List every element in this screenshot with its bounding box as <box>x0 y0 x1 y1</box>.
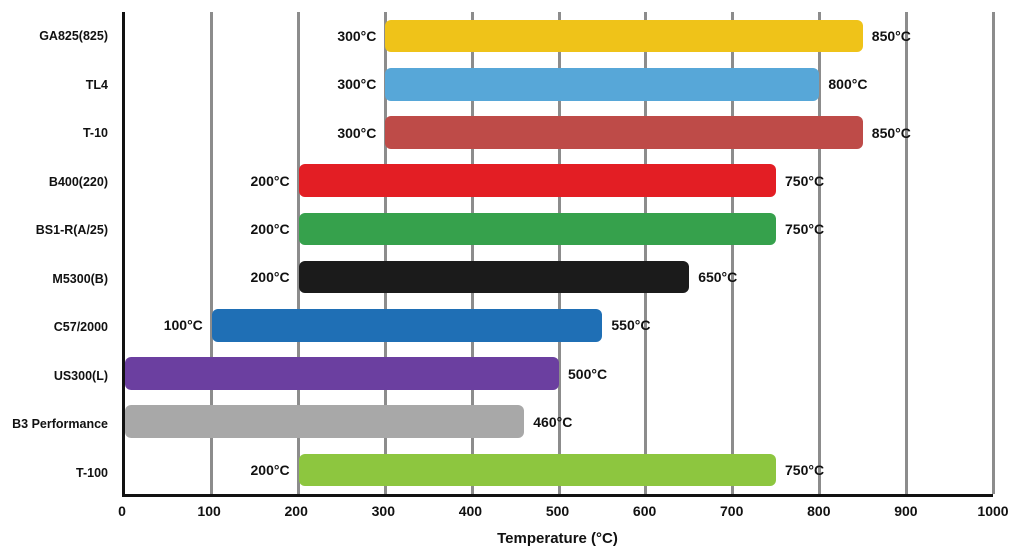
bar-end-label: 460°C <box>533 413 573 430</box>
bar-end-label: 850°C <box>871 124 911 141</box>
gridline <box>383 12 387 494</box>
plot-area: 300°C 850°C 300°C 800°C 300°C 850°C 200°C 750°C… <box>122 12 995 497</box>
category-label: B400(220) <box>48 174 108 189</box>
category-label: C57/2000 <box>53 320 108 335</box>
x-tick-label: 100 <box>197 503 221 519</box>
bar-end-label: 750°C <box>785 220 825 237</box>
bar-start-label: 300°C <box>337 76 377 93</box>
range-bar <box>125 405 525 439</box>
category-label: T-10 <box>82 126 108 141</box>
bar-start-label: 100°C <box>163 317 203 334</box>
range-bar <box>125 357 559 390</box>
gridline <box>470 12 474 494</box>
gridline <box>297 12 301 494</box>
category-label: M5300(B) <box>52 271 108 286</box>
range-bar <box>385 67 820 101</box>
range-bar <box>385 19 863 53</box>
bar-start-label: 200°C <box>250 220 290 237</box>
x-tick-label: 300 <box>371 503 395 519</box>
x-tick-label: 800 <box>807 503 831 519</box>
gridline <box>817 12 821 494</box>
bar-start-label: 200°C <box>250 172 290 189</box>
x-axis-title: Temperature (°C) <box>497 530 618 547</box>
x-tick-label: 200 <box>284 503 308 519</box>
bar-end-label: 550°C <box>611 317 651 334</box>
bar-start-label: 200°C <box>250 461 290 478</box>
bar-start-label: 200°C <box>250 269 290 286</box>
range-bar <box>298 453 776 487</box>
range-bar <box>298 212 776 246</box>
x-axis-ticks: 0 100 200 300 400 500 600 700 800 900 1000 <box>118 503 1008 523</box>
bar-end-label: 500°C <box>568 365 608 382</box>
bar-end-label: 750°C <box>785 461 825 478</box>
x-tick-label: 0 <box>118 503 126 519</box>
gridline <box>991 12 995 494</box>
bar-start-label: 300°C <box>337 124 377 141</box>
bar-end-label: 800°C <box>828 76 868 93</box>
bar-end-label: 850°C <box>871 28 911 45</box>
gridline <box>557 12 561 494</box>
category-label: TL4 <box>85 77 108 92</box>
gridline <box>904 12 908 494</box>
x-tick-label: 400 <box>458 503 483 519</box>
x-tick-label: 1000 <box>977 503 1009 519</box>
range-bar <box>298 164 776 198</box>
gridline <box>644 12 648 494</box>
x-tick-label: 700 <box>720 503 744 519</box>
range-bar <box>298 260 690 294</box>
x-tick-label: 900 <box>894 503 918 519</box>
category-label: GA825(825) <box>39 29 108 44</box>
category-label: BS1-R(A/25) <box>35 223 108 238</box>
range-bar <box>211 308 603 342</box>
range-bar <box>385 116 863 149</box>
x-tick-label: 500 <box>545 503 570 519</box>
category-label: T-100 <box>76 465 108 480</box>
bar-end-label: 650°C <box>698 269 738 286</box>
gridline <box>731 12 735 494</box>
x-tick-label: 600 <box>632 503 657 519</box>
bar-end-label: 750°C <box>785 172 825 189</box>
category-label: B3 Performance <box>12 417 108 432</box>
gridline <box>210 12 214 494</box>
category-axis: GA825(825) TL4 T-10 B400(220) BS1-R(A/25) M53… <box>0 12 114 497</box>
category-label: US300(L) <box>53 368 108 383</box>
bar-start-label: 300°C <box>337 28 377 45</box>
